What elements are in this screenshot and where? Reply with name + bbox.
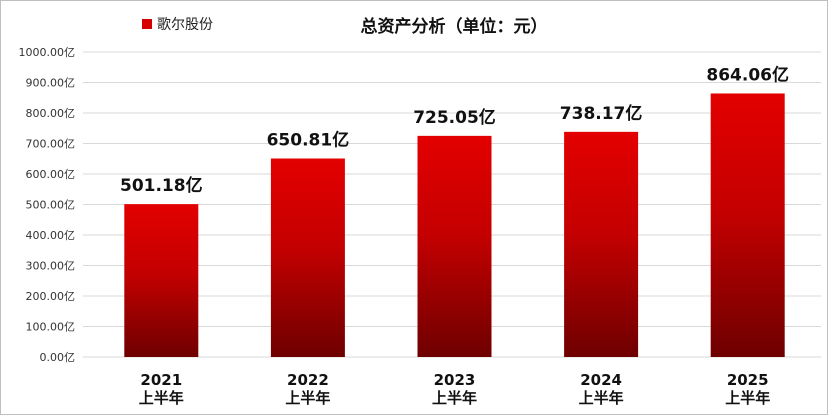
x-category-year: 2023 bbox=[434, 371, 476, 389]
y-tick-label: 200.00亿 bbox=[26, 290, 76, 303]
y-tick-label: 600.00亿 bbox=[26, 168, 76, 181]
data-label-2022: 650.81亿 bbox=[267, 130, 350, 151]
y-axis-tick-labels: 0.00亿 100.00亿 200.00亿 300.00亿 400.00亿 500.00亿… bbox=[19, 46, 76, 364]
bar-2024 bbox=[564, 131, 639, 357]
x-category-period: 上半年 bbox=[579, 389, 624, 407]
data-labels: 501.18亿 650.81亿 725.05亿 738.17亿 864.06亿 bbox=[120, 64, 789, 196]
y-tick-label: 700.00亿 bbox=[26, 138, 76, 151]
y-tick-label: 400.00亿 bbox=[26, 229, 76, 242]
x-category-year: 2021 bbox=[140, 371, 182, 389]
bar-2021 bbox=[124, 204, 199, 357]
y-tick-label: 0.00亿 bbox=[40, 351, 76, 364]
y-tick-label: 300.00亿 bbox=[26, 260, 76, 273]
x-category-period: 上半年 bbox=[725, 389, 770, 407]
data-label-2023: 725.05亿 bbox=[413, 107, 496, 128]
bar-2025 bbox=[710, 93, 785, 357]
x-category-period: 上半年 bbox=[285, 389, 330, 407]
x-category-year: 2025 bbox=[727, 371, 769, 389]
y-tick-label: 900.00亿 bbox=[26, 77, 76, 90]
data-label-2024: 738.17亿 bbox=[560, 103, 643, 124]
legend-label-series-1: 歌尔股份 bbox=[157, 17, 213, 33]
data-label-2021: 501.18亿 bbox=[120, 175, 203, 196]
x-category-period: 上半年 bbox=[139, 389, 184, 407]
x-category-year: 2022 bbox=[287, 371, 329, 389]
x-category-year: 2024 bbox=[580, 371, 622, 389]
y-tick-label: 500.00亿 bbox=[26, 199, 76, 212]
bar-2023 bbox=[417, 135, 492, 357]
y-tick-label: 1000.00亿 bbox=[19, 46, 76, 59]
data-label-2025: 864.06亿 bbox=[706, 64, 789, 85]
bars bbox=[124, 93, 785, 357]
legend-swatch bbox=[142, 19, 152, 29]
y-tick-label: 100.00亿 bbox=[26, 321, 76, 334]
y-tick-label: 800.00亿 bbox=[26, 107, 76, 120]
legend: 歌尔股份 bbox=[142, 17, 213, 33]
bar-2022 bbox=[270, 158, 345, 357]
x-category-period: 上半年 bbox=[432, 389, 477, 407]
chart-title: 总资产分析（单位：元） bbox=[361, 16, 548, 37]
